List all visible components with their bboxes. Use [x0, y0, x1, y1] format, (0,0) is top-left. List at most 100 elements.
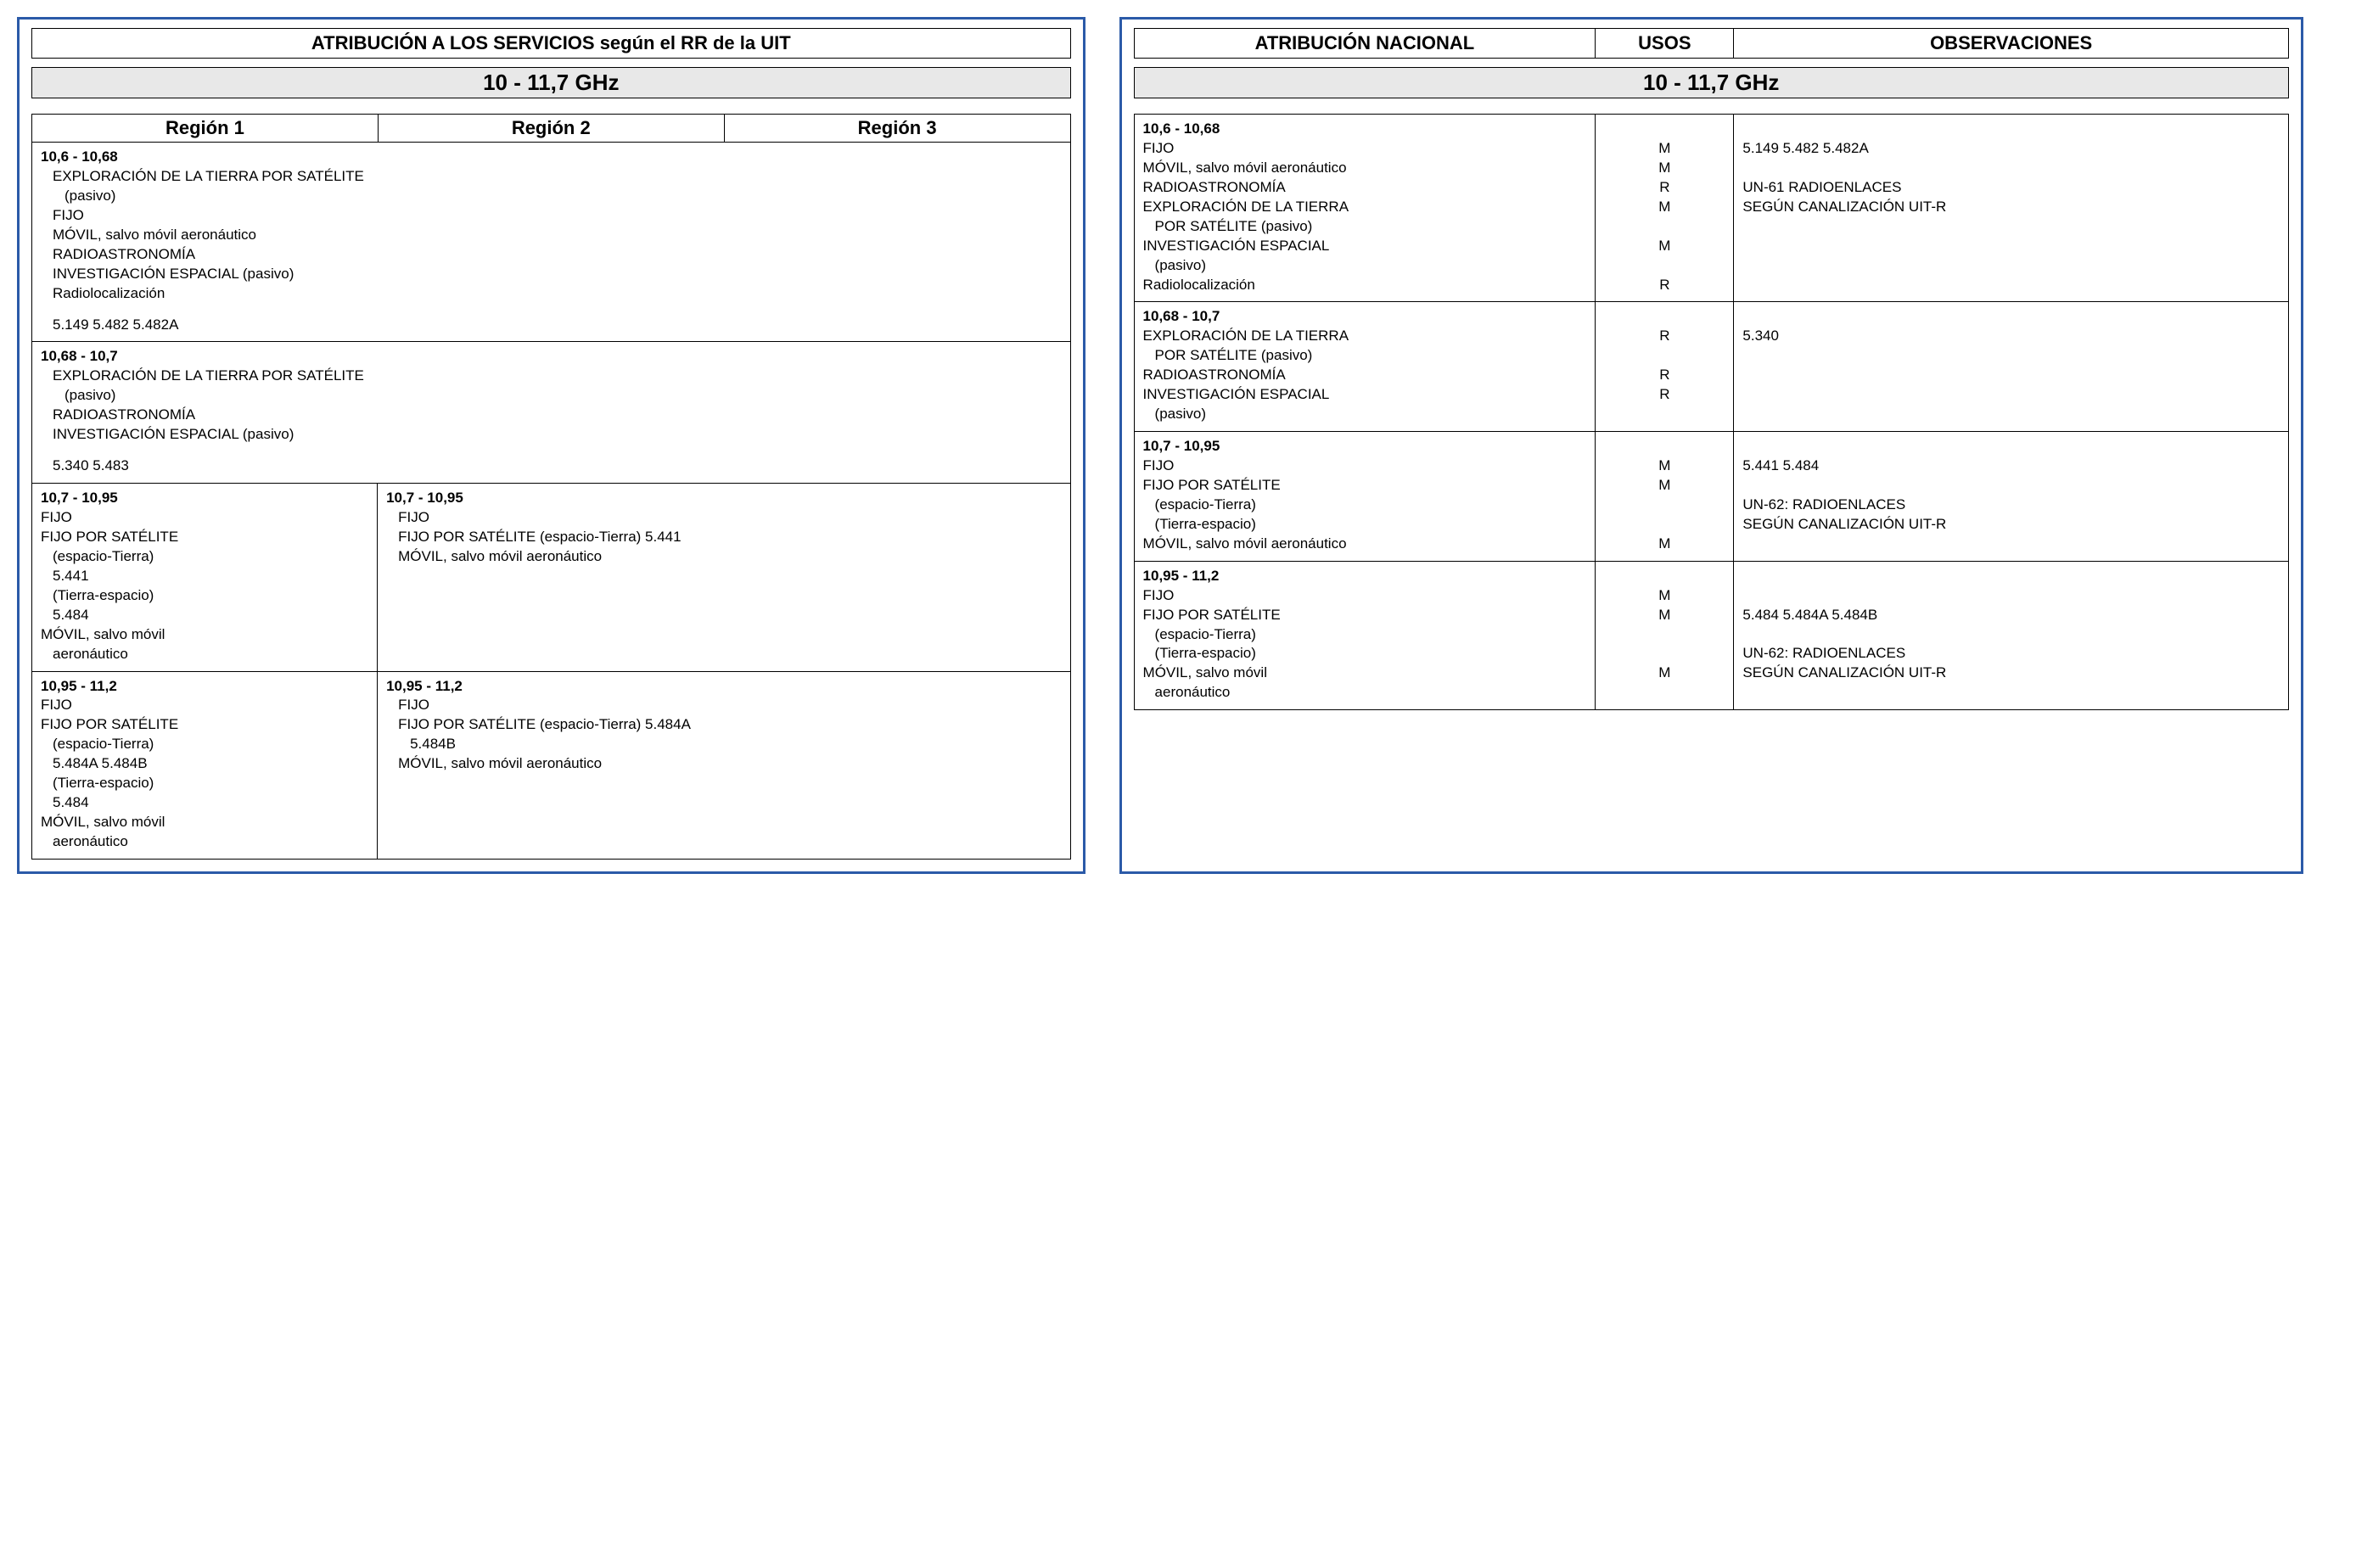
panel-national: ATRIBUCIÓN NACIONAL USOS OBSERVACIONES 1…: [1119, 17, 2303, 874]
text-line: RADIOASTRONOMÍA: [1143, 178, 1587, 198]
text-line: RADIOASTRONOMÍA: [1143, 366, 1587, 385]
usos-value: [1604, 683, 1725, 703]
frequency-range: 10,95 - 11,2: [1143, 567, 1587, 586]
text-line: MÓVIL, salvo móvil: [41, 625, 368, 645]
usos-value: R: [1604, 178, 1725, 198]
obs-spacer: [1742, 120, 2279, 139]
text-line: 5.340 5.483: [41, 456, 1062, 476]
header-observaciones: OBSERVACIONES: [1734, 29, 2287, 58]
text-line: (Tierra-espacio): [41, 586, 368, 606]
national-row: 10,7 - 10,95FIJOFIJO POR SATÉLITE(espaci…: [1135, 431, 2288, 561]
national-services-cell: 10,95 - 11,2FIJOFIJO POR SATÉLITE(espaci…: [1135, 562, 1596, 710]
band-title-right: 10 - 11,7 GHz: [1134, 67, 2289, 98]
obs-line: [1742, 625, 2279, 645]
text-line: FIJO POR SATÉLITE: [41, 715, 368, 735]
obs-line: [1742, 476, 2279, 496]
frequency-range: 10,6 - 10,68: [41, 148, 1062, 167]
usos-value: M: [1604, 159, 1725, 178]
allocation-cell: 10,68 - 10,7EXPLORACIÓN DE LA TIERRA POR…: [32, 342, 1070, 483]
usos-value: M: [1604, 456, 1725, 476]
text-line: EXPLORACIÓN DE LA TIERRA: [1143, 198, 1587, 217]
text-line: 5.441: [41, 567, 368, 586]
national-table: 10,6 - 10,68FIJOMÓVIL, salvo móvil aeron…: [1134, 114, 2289, 710]
national-row: 10,6 - 10,68FIJOMÓVIL, salvo móvil aeron…: [1135, 115, 2288, 301]
obs-line: 5.340: [1742, 327, 2279, 346]
observaciones-cell: 5.340: [1734, 302, 2287, 431]
text-line: (espacio-Tierra): [1143, 496, 1587, 515]
allocation-cell: 10,6 - 10,68EXPLORACIÓN DE LA TIERRA POR…: [32, 143, 1070, 341]
usos-spacer: [1604, 567, 1725, 586]
text-line: 5.484A 5.484B: [41, 754, 368, 774]
region-headers: Región 1 Región 2 Región 3: [31, 114, 1071, 143]
text-line: (Tierra-espacio): [1143, 644, 1587, 664]
allocation-cell-region1: 10,7 - 10,95FIJOFIJO POR SATÉLITE(espaci…: [32, 484, 378, 670]
usos-value: [1604, 644, 1725, 664]
allocation-row: 10,68 - 10,7EXPLORACIÓN DE LA TIERRA POR…: [32, 341, 1070, 483]
text-line: Radiolocalización: [41, 284, 1062, 304]
usos-value: [1604, 256, 1725, 276]
allocation-table: 10,6 - 10,68EXPLORACIÓN DE LA TIERRA POR…: [31, 143, 1071, 860]
usos-value: R: [1604, 385, 1725, 405]
text-line: (pasivo): [41, 187, 1062, 206]
text-line: FIJO POR SATÉLITE (espacio-Tierra) 5.484…: [386, 715, 1061, 735]
usos-value: M: [1604, 586, 1725, 606]
frequency-range: 10,7 - 10,95: [41, 489, 368, 508]
text-line: FIJO: [1143, 456, 1587, 476]
usos-spacer: [1604, 120, 1725, 139]
text-line: FIJO: [41, 508, 368, 528]
text-line: FIJO: [1143, 586, 1587, 606]
text-line: MÓVIL, salvo móvil: [1143, 664, 1587, 683]
obs-line: UN-62: RADIOENLACES: [1742, 644, 2279, 664]
text-line: FIJO: [1143, 139, 1587, 159]
text-line: POR SATÉLITE (pasivo): [1143, 217, 1587, 237]
usos-value: M: [1604, 198, 1725, 217]
text-line: (pasivo): [1143, 405, 1587, 424]
band-title-left: 10 - 11,7 GHz: [31, 67, 1071, 98]
text-line: MÓVIL, salvo móvil aeronáutico: [1143, 159, 1587, 178]
obs-line: 5.441 5.484: [1742, 456, 2279, 476]
panel-itu: ATRIBUCIÓN A LOS SERVICIOS según el RR d…: [17, 17, 1085, 874]
text-line: RADIOASTRONOMÍA: [41, 406, 1062, 425]
national-services-cell: 10,6 - 10,68FIJOMÓVIL, salvo móvil aeron…: [1135, 115, 1596, 301]
obs-line: [1742, 159, 2279, 178]
text-line: (pasivo): [1143, 256, 1587, 276]
text-line: INVESTIGACIÓN ESPACIAL (pasivo): [41, 425, 1062, 445]
observaciones-cell: 5.149 5.482 5.482A UN-61 RADIOENLACESSEG…: [1734, 115, 2287, 301]
text-line: FIJO POR SATÉLITE: [41, 528, 368, 547]
usos-cell: MM M: [1596, 432, 1734, 561]
usos-value: [1604, 625, 1725, 645]
text-line: Radiolocalización: [1143, 276, 1587, 295]
frequency-range: 10,95 - 11,2: [386, 677, 1061, 697]
usos-spacer: [1604, 307, 1725, 327]
text-line: (espacio-Tierra): [41, 735, 368, 754]
text-line: EXPLORACIÓN DE LA TIERRA POR SATÉLITE: [41, 167, 1062, 187]
usos-value: M: [1604, 139, 1725, 159]
frequency-range: 10,7 - 10,95: [1143, 437, 1587, 456]
text-line: 5.484: [41, 606, 368, 625]
text-line: EXPLORACIÓN DE LA TIERRA POR SATÉLITE: [41, 367, 1062, 386]
text-line: (Tierra-espacio): [1143, 515, 1587, 535]
text-line: INVESTIGACIÓN ESPACIAL: [1143, 385, 1587, 405]
usos-spacer: [1604, 437, 1725, 456]
usos-value: [1604, 515, 1725, 535]
obs-line: 5.484 5.484A 5.484B: [1742, 606, 2279, 625]
national-row: 10,95 - 11,2FIJOFIJO POR SATÉLITE(espaci…: [1135, 561, 2288, 710]
obs-line: SEGÚN CANALIZACIÓN UIT-R: [1742, 515, 2279, 535]
usos-value: R: [1604, 327, 1725, 346]
text-line: FIJO POR SATÉLITE: [1143, 476, 1587, 496]
frequency-range: 10,68 - 10,7: [1143, 307, 1587, 327]
national-services-cell: 10,7 - 10,95FIJOFIJO POR SATÉLITE(espaci…: [1135, 432, 1596, 561]
allocation-row: 10,7 - 10,95FIJOFIJO POR SATÉLITE(espaci…: [32, 483, 1070, 670]
usos-cell: R RR: [1596, 302, 1734, 431]
frequency-range: 10,7 - 10,95: [386, 489, 1061, 508]
usos-value: [1604, 217, 1725, 237]
text-line: MÓVIL, salvo móvil aeronáutico: [386, 754, 1061, 774]
text-line: POR SATÉLITE (pasivo): [1143, 346, 1587, 366]
text-line: FIJO: [386, 508, 1061, 528]
obs-line: [1742, 586, 2279, 606]
region-3-header: Región 3: [725, 115, 1070, 142]
observaciones-cell: 5.484 5.484A 5.484B UN-62: RADIOENLACESS…: [1734, 562, 2287, 710]
text-line: FIJO POR SATÉLITE (espacio-Tierra) 5.441: [386, 528, 1061, 547]
text-line: (Tierra-espacio): [41, 774, 368, 793]
header-national: ATRIBUCIÓN NACIONAL USOS OBSERVACIONES: [1134, 28, 2289, 59]
